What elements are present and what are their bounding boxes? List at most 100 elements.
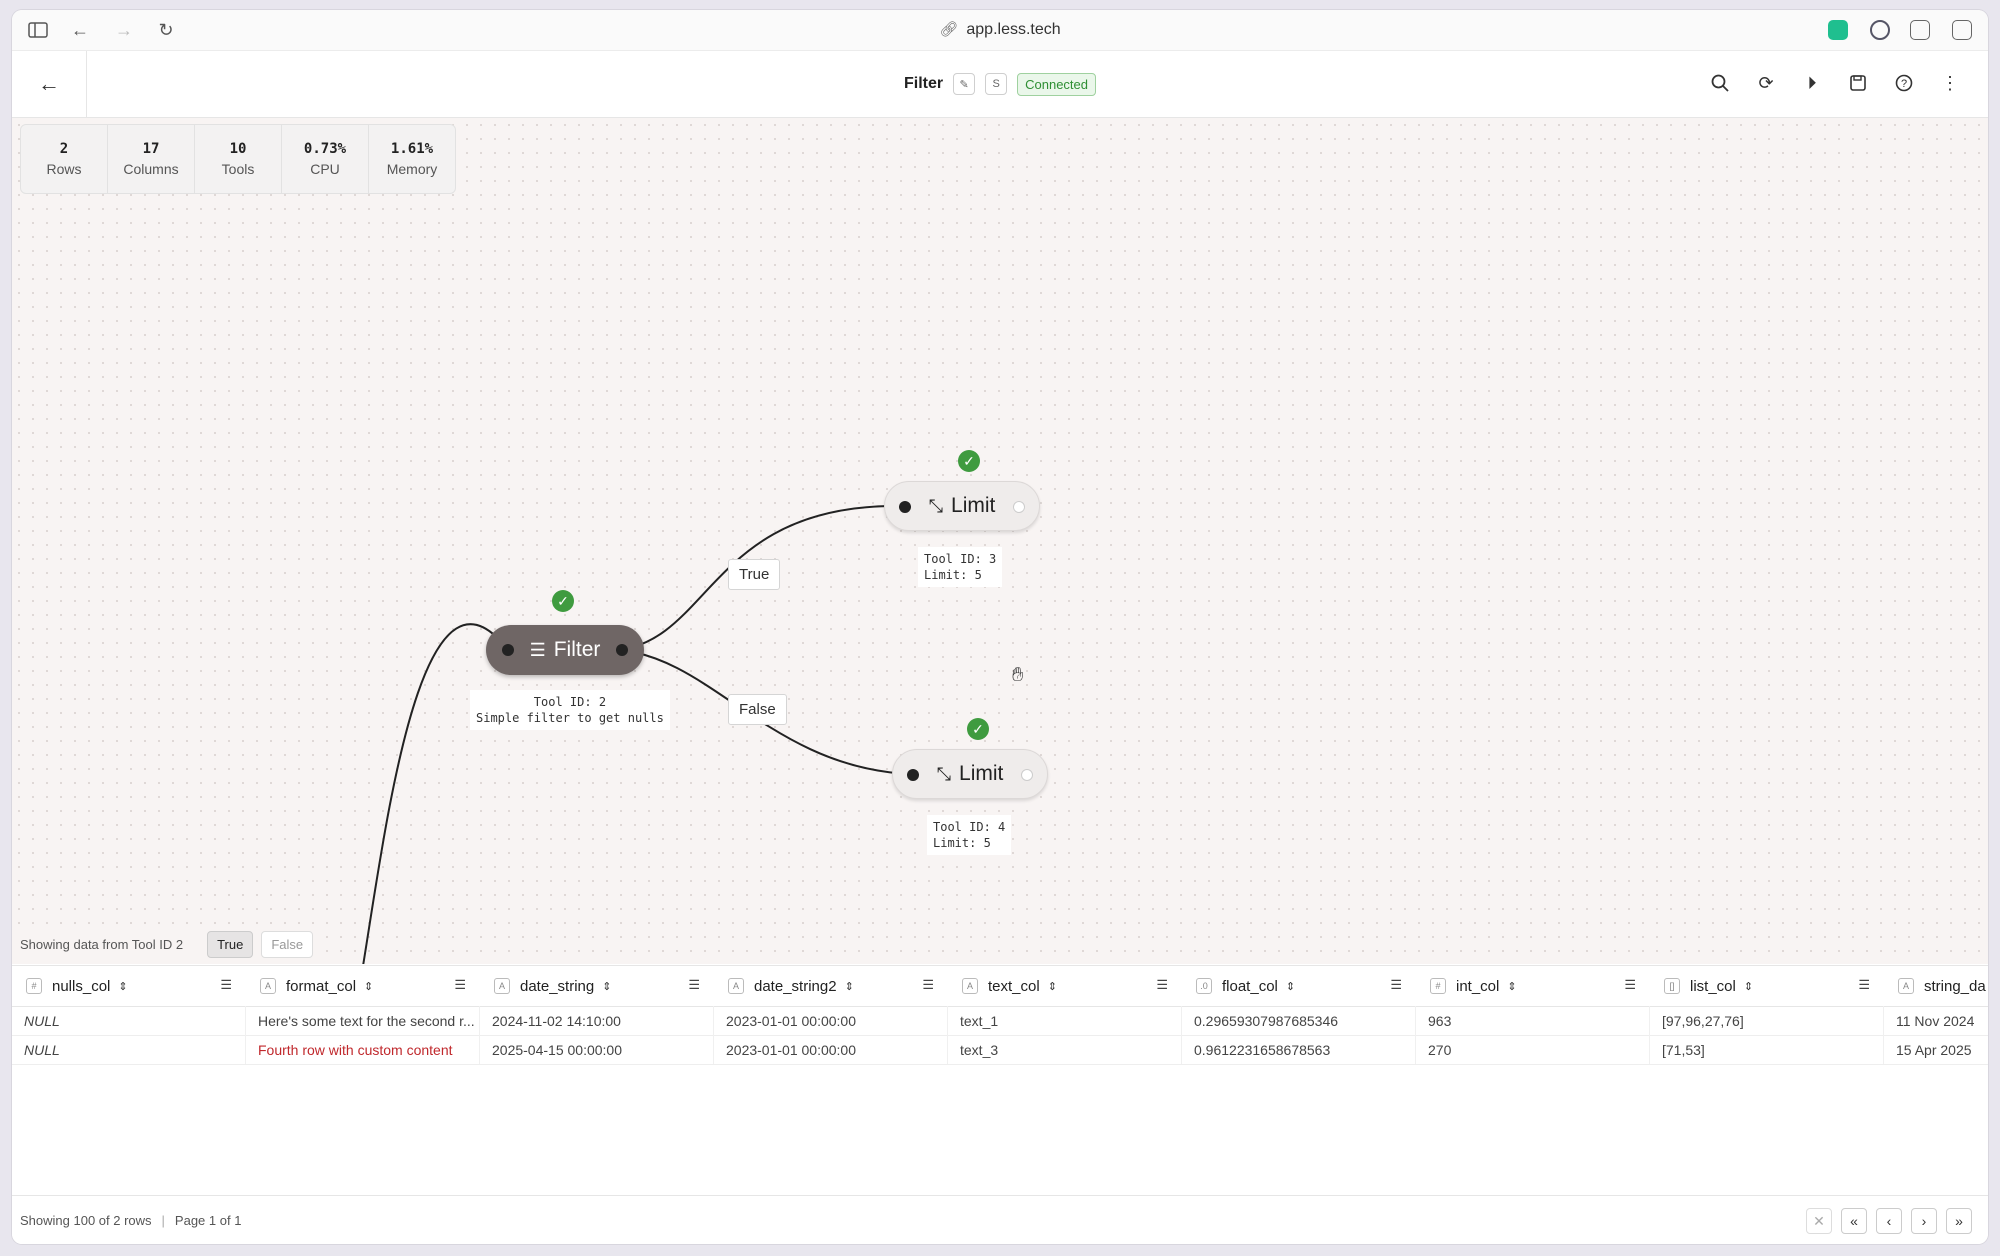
sort-icon[interactable]: ⇕ <box>844 980 854 993</box>
table-cell[interactable]: 15 Apr 2025 <box>1884 1035 1988 1064</box>
filter-icon[interactable]: ☰ <box>220 977 232 992</box>
table-cell[interactable]: 11 Nov 2024 <box>1884 1006 1988 1035</box>
output-port[interactable] <box>1013 501 1025 513</box>
filter-icon[interactable]: ☰ <box>922 977 934 992</box>
table-cell[interactable]: 2023-01-01 00:00:00 <box>714 1006 948 1035</box>
sort-icon[interactable]: ⇕ <box>118 980 128 993</box>
input-port[interactable] <box>899 501 911 513</box>
edge-label-true[interactable]: True <box>728 559 781 590</box>
sort-icon[interactable]: ⇕ <box>1743 980 1754 993</box>
filter-icon: ☰ <box>529 639 546 660</box>
extension-icon[interactable] <box>1828 20 1848 40</box>
column-name: date_string2 <box>754 977 837 995</box>
table-cell[interactable]: NULL <box>12 1035 246 1064</box>
sort-icon[interactable]: ⇕ <box>364 980 374 993</box>
limit-node-3[interactable]: ⤡ Limit <box>884 481 1040 531</box>
sort-icon[interactable]: ⇕ <box>1285 980 1296 993</box>
table-cell[interactable]: NULL <box>12 1006 246 1035</box>
stat-value: 17 <box>142 141 160 157</box>
back-button[interactable]: ← <box>12 51 87 117</box>
output-port[interactable] <box>616 644 628 656</box>
table-row[interactable]: NULL Fourth row with custom content 2025… <box>12 1035 1988 1065</box>
save-icon[interactable] <box>1846 71 1870 95</box>
filter-icon[interactable]: ☰ <box>1624 977 1636 992</box>
split-view-icon[interactable] <box>1952 20 1972 40</box>
stats-panel: 2 Rows 17 Columns 10 Tools 0.73% CPU 1.61% Me… <box>20 124 456 194</box>
success-check-icon: ✓ <box>967 718 989 740</box>
password-extension-icon[interactable] <box>1870 20 1890 40</box>
table-cell[interactable]: text_3 <box>948 1035 1182 1064</box>
table-cell[interactable]: [71,53] <box>1650 1035 1884 1064</box>
limit-node-4[interactable]: ⤡ Limit <box>892 749 1048 799</box>
true-output-button[interactable]: True <box>207 930 254 958</box>
float-type-icon: .0 <box>1196 978 1212 994</box>
edit-note-icon[interactable]: ✎ <box>953 73 976 95</box>
table-cell[interactable]: Here's some text for the second r... <box>246 1006 480 1035</box>
filter-icon[interactable]: ☰ <box>1858 977 1870 992</box>
filter-icon[interactable]: ☰ <box>688 977 700 992</box>
table-cell[interactable]: 270 <box>1416 1035 1650 1064</box>
filter-node[interactable]: ☰ Filter <box>486 625 644 675</box>
workflow-canvas[interactable]: 2 Rows 17 Columns 10 Tools 0.73% CPU 1.61% Me… <box>12 118 1988 964</box>
column-header[interactable]: # nulls_col ⇕ ☰ <box>12 966 246 1006</box>
more-vertical-icon[interactable]: ⋮ <box>1941 72 1959 93</box>
stat-value: 1.61% <box>390 141 434 157</box>
svg-text:?: ? <box>1901 78 1907 90</box>
search-icon[interactable] <box>1708 71 1732 95</box>
column-name: string_da <box>1924 977 1986 995</box>
false-output-button[interactable]: False <box>261 930 314 958</box>
clear-icon[interactable]: ✕ <box>1806 1208 1832 1234</box>
table-cell[interactable]: 2025-04-15 00:00:00 <box>480 1035 714 1064</box>
forward-arrow-icon[interactable]: → <box>115 19 133 40</box>
column-name: float_col <box>1222 977 1278 995</box>
back-arrow-icon[interactable]: ← <box>71 19 89 40</box>
column-header[interactable]: [] list_col ⇕ ☰ <box>1650 966 1884 1006</box>
table-cell[interactable]: Fourth row with custom content <box>246 1035 480 1064</box>
shortcut-badge[interactable]: S <box>985 73 1008 95</box>
prev-page-icon[interactable]: ‹ <box>1876 1208 1902 1234</box>
input-port[interactable] <box>502 644 514 656</box>
sort-icon[interactable]: ⇕ <box>602 980 612 993</box>
output-port[interactable] <box>1021 769 1033 781</box>
last-page-icon[interactable]: » <box>1946 1208 1972 1234</box>
table-row[interactable]: NULL Here's some text for the second r..… <box>12 1006 1988 1036</box>
table-cell[interactable]: 0.29659307987685346 <box>1182 1006 1416 1035</box>
stat-label: CPU <box>310 161 340 177</box>
edge-label-false[interactable]: False <box>728 694 787 725</box>
address-bar[interactable]: 🔗︎ app.less.tech <box>12 20 1988 39</box>
filter-icon[interactable]: ☰ <box>1156 977 1168 992</box>
help-icon[interactable]: ? <box>1892 71 1916 95</box>
run-icon[interactable]: ⏵ <box>1807 72 1817 93</box>
url-text: app.less.tech <box>966 21 1061 38</box>
refresh-icon[interactable]: ⟳ <box>1758 72 1774 93</box>
column-header[interactable]: # int_col ⇕ ☰ <box>1416 966 1650 1006</box>
extensions-icon[interactable] <box>1910 20 1930 40</box>
limit-4-info: Tool ID: 4 Limit: 5 <box>927 815 1012 855</box>
first-page-icon[interactable]: « <box>1841 1208 1867 1234</box>
column-header[interactable]: .0 float_col ⇕ ☰ <box>1182 966 1416 1006</box>
table-cell[interactable]: 2023-01-01 00:00:00 <box>714 1035 948 1064</box>
sort-icon[interactable]: ⇕ <box>1507 980 1517 993</box>
table-cell[interactable]: [97,96,27,76] <box>1650 1006 1884 1035</box>
header-actions: ⟳ ⏵ ? ⋮ <box>1708 71 1962 95</box>
input-port[interactable] <box>907 769 919 781</box>
table-cell[interactable]: text_1 <box>948 1006 1182 1035</box>
limit-text: Limit: 5 <box>924 568 982 582</box>
filter-icon[interactable]: ☰ <box>1390 977 1402 992</box>
next-page-icon[interactable]: › <box>1911 1208 1937 1234</box>
table-cell[interactable]: 0.9612231658678563 <box>1182 1035 1416 1064</box>
sidebar-toggle-icon[interactable] <box>26 18 50 42</box>
table-cell[interactable]: 2024-11-02 14:10:00 <box>480 1006 714 1035</box>
stat-value: 10 <box>229 141 247 157</box>
sort-icon[interactable]: ⇕ <box>1047 980 1057 993</box>
limit-3-info: Tool ID: 3 Limit: 5 <box>918 547 1003 587</box>
table-cell[interactable]: 963 <box>1416 1006 1650 1035</box>
filter-icon[interactable]: ☰ <box>454 977 466 992</box>
reload-icon[interactable]: ↻ <box>158 19 174 40</box>
